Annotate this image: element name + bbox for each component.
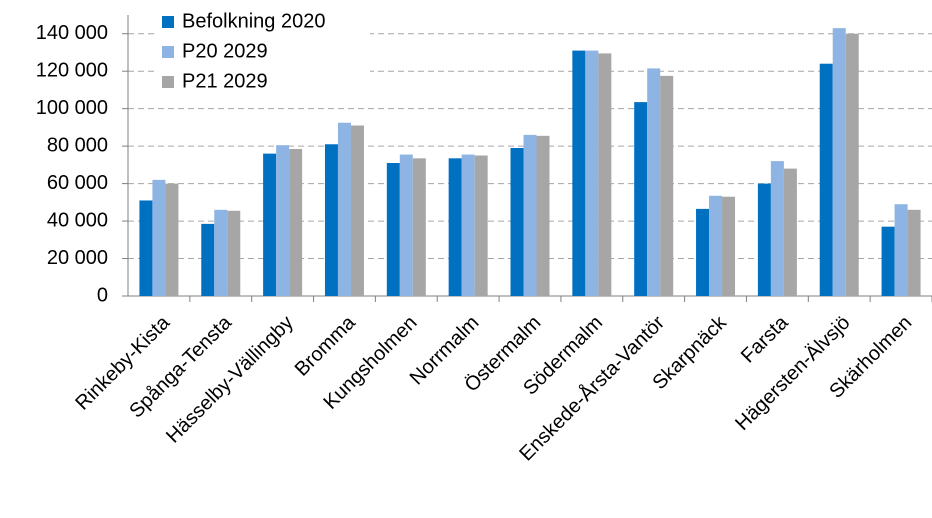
bar	[461, 154, 475, 296]
bar	[399, 154, 413, 296]
bar	[276, 145, 290, 296]
bar	[757, 183, 771, 296]
bar	[474, 155, 488, 296]
y-tick-label: 60 000	[47, 172, 108, 194]
bar	[289, 148, 303, 296]
bar	[894, 204, 908, 296]
legend-label: Befolkning 2020	[182, 10, 325, 32]
y-tick-label: 100 000	[36, 97, 108, 119]
legend-swatch	[162, 76, 174, 88]
bar	[598, 53, 612, 296]
bar	[412, 158, 426, 296]
bar	[696, 208, 710, 296]
bar	[770, 161, 784, 296]
bar	[634, 102, 648, 296]
bar	[337, 122, 351, 296]
bar	[647, 68, 661, 296]
legend-swatch	[162, 16, 174, 28]
bar	[324, 144, 338, 296]
legend-label: P21 2029	[182, 70, 268, 92]
bar	[572, 50, 586, 296]
bar	[585, 50, 599, 296]
bar	[907, 209, 921, 296]
bar	[152, 179, 166, 296]
bar	[819, 63, 833, 296]
bar	[660, 75, 674, 296]
bar	[350, 125, 364, 296]
legend-swatch	[162, 46, 174, 58]
bar	[832, 28, 846, 296]
y-tick-label: 0	[97, 284, 108, 306]
bar	[722, 196, 736, 296]
bar	[783, 168, 797, 296]
bar	[881, 226, 895, 296]
bar	[263, 153, 277, 296]
bar	[201, 223, 215, 296]
bar	[139, 200, 153, 296]
x-tick-label: Farsta	[737, 311, 793, 367]
bar	[448, 158, 462, 296]
y-tick-label: 40 000	[47, 209, 108, 231]
legend-label: P20 2029	[182, 40, 268, 62]
y-tick-label: 120 000	[36, 59, 108, 81]
bar	[510, 148, 524, 296]
y-tick-label: 20 000	[47, 247, 108, 269]
bar	[386, 162, 400, 296]
bar	[227, 210, 241, 296]
bar	[709, 195, 723, 296]
bar	[536, 135, 550, 296]
legend-background	[155, 6, 370, 104]
bar	[845, 33, 859, 296]
bar	[214, 209, 228, 296]
y-tick-label: 80 000	[47, 134, 108, 156]
legend: Befolkning 2020 P20 2029 P21 2029	[155, 6, 370, 104]
bar	[523, 134, 537, 296]
x-tick-label: Hägersten-Älvsjö	[731, 312, 854, 435]
y-tick-label: 140 000	[36, 22, 108, 44]
bar	[165, 183, 179, 296]
